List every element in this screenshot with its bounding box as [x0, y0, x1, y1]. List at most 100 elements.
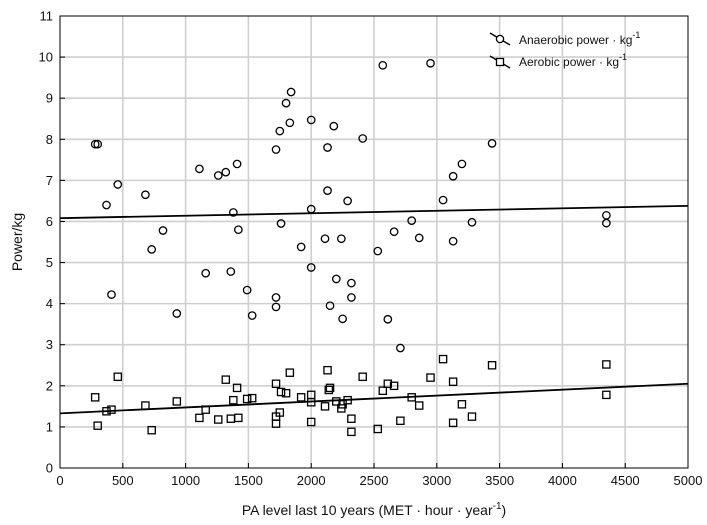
point-anaerobic	[141, 190, 150, 200]
point-aerobic	[325, 383, 335, 393]
x-tick-label: 2500	[360, 473, 389, 488]
fit-line-anaerobic	[59, 204, 689, 220]
legend-label-aerobic-text: Aerobic power · kg	[519, 55, 619, 69]
point-anaerobic	[383, 314, 393, 324]
x-tick-label: 4500	[611, 473, 640, 488]
point-aerobic	[147, 425, 156, 435]
point-anaerobic	[389, 227, 399, 237]
legend-label-aerobic: Aerobic power · kg-1	[519, 52, 627, 69]
x-axis-ticks: 0 500 1000 1500 2000 2500 3000 3500 4000 4500 5000	[56, 463, 702, 488]
y-axis-ticks: 0 1 2 3 4 5 6 7 8 9 10 11	[39, 9, 65, 476]
x-axis-title-close: )	[502, 502, 507, 518]
point-aerobic	[324, 385, 334, 395]
point-aerobic	[276, 387, 286, 397]
point-anaerobic	[602, 218, 611, 228]
point-aerobic	[232, 383, 242, 393]
point-anaerobic	[487, 139, 497, 148]
point-aerobic	[448, 377, 458, 386]
point-anaerobic	[271, 293, 281, 302]
point-aerobic	[93, 421, 102, 430]
point-anaerobic	[201, 268, 211, 278]
point-aerobic	[247, 393, 257, 403]
point-aerobic	[438, 354, 448, 364]
x-tick-label: 3500	[485, 473, 514, 488]
point-anaerobic	[242, 285, 252, 295]
point-anaerobic	[276, 219, 286, 228]
x-tick-label: 500	[112, 473, 134, 488]
point-anaerobic	[448, 236, 458, 246]
point-aerobic	[229, 395, 238, 405]
point-aerobic	[343, 395, 352, 405]
y-tick-label: 2	[46, 378, 53, 393]
x-axis-title: PA level last 10 years (MET · hour · yea…	[242, 501, 506, 518]
y-tick-label: 1	[46, 419, 53, 434]
point-anaerobic	[221, 167, 231, 177]
point-anaerobic	[347, 278, 356, 288]
y-tick-label: 4	[46, 296, 53, 311]
y-tick-label: 9	[46, 91, 53, 106]
point-aerobic	[281, 388, 291, 398]
point-anaerobic	[306, 204, 316, 214]
point-anaerobic	[271, 145, 281, 154]
point-anaerobic	[285, 118, 295, 128]
point-anaerobic	[281, 98, 291, 108]
y-tick-label: 6	[46, 214, 53, 229]
point-aerobic	[323, 365, 332, 375]
point-anaerobic	[158, 226, 168, 235]
point-aerobic	[358, 372, 367, 382]
x-tick-label: 5000	[674, 473, 703, 488]
x-axis-title-main: PA level last 10 years (MET · hour · yea…	[242, 502, 493, 518]
point-aerobic	[172, 397, 182, 406]
point-aerobic	[221, 375, 231, 384]
point-anaerobic	[358, 134, 368, 143]
point-anaerobic	[331, 274, 341, 284]
x-tick-label: 0	[56, 473, 63, 488]
legend-item-aerobic: Aerobic power · kg-1	[489, 52, 627, 69]
point-aerobic	[107, 405, 116, 414]
point-aerobic	[378, 386, 388, 395]
point-anaerobic	[448, 171, 458, 181]
point-anaerobic	[213, 171, 223, 180]
point-anaerobic	[107, 290, 116, 299]
point-anaerobic	[306, 115, 316, 125]
point-anaerobic	[113, 180, 123, 189]
legend: Anaerobic power · kg -1 Aerobic power · k…	[489, 30, 640, 69]
point-anaerobic	[343, 196, 352, 206]
point-aerobic	[285, 368, 295, 377]
y-tick-label: 11	[40, 9, 54, 24]
point-aerobic	[201, 405, 210, 414]
point-anaerobic	[378, 60, 388, 70]
point-anaerobic	[247, 311, 257, 320]
point-anaerobic	[373, 246, 383, 256]
point-anaerobic	[323, 186, 332, 195]
point-anaerobic	[90, 139, 100, 149]
point-aerobic	[407, 393, 416, 402]
x-tick-label: 1500	[234, 473, 263, 488]
legend-label-aerobic-sup: -1	[619, 52, 627, 62]
point-aerobic	[332, 397, 341, 406]
point-aerobic	[296, 393, 306, 402]
point-aerobic	[347, 414, 356, 423]
point-anaerobic	[102, 200, 111, 210]
point-anaerobic	[414, 233, 424, 243]
point-aerobic	[271, 419, 281, 428]
point-aerobic	[102, 407, 111, 416]
point-aerobic	[113, 372, 123, 382]
point-aerobic	[426, 373, 435, 382]
point-anaerobic	[323, 143, 332, 152]
legend-marker-circle	[495, 34, 505, 44]
point-anaerobic	[271, 302, 281, 312]
y-tick-label: 10	[39, 50, 53, 65]
point-aerobic	[141, 401, 150, 410]
y-tick-label: 8	[46, 132, 53, 147]
point-aerobic	[347, 427, 356, 437]
point-aerobic	[306, 398, 316, 407]
point-anaerobic	[306, 263, 316, 272]
point-anaerobic	[93, 139, 103, 149]
point-aerobic	[242, 394, 252, 404]
point-anaerobic	[347, 293, 356, 302]
point-anaerobic	[336, 234, 346, 244]
legend-label-anaerobic-text: Anaerobic power · kg	[519, 33, 632, 47]
point-anaerobic	[438, 195, 448, 205]
